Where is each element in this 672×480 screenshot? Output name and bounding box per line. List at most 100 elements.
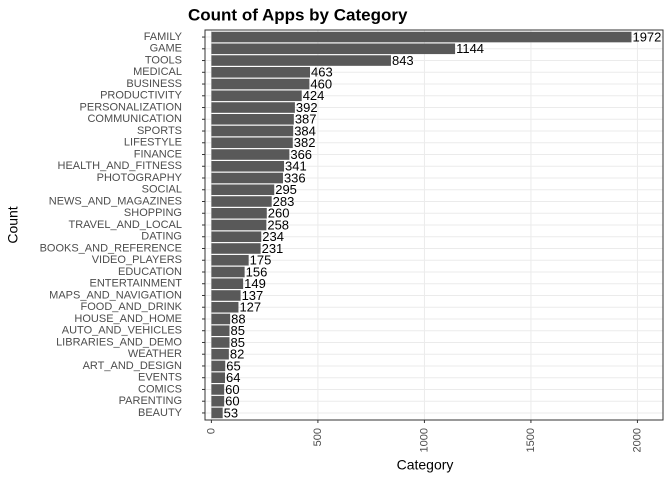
x-tick-label: 2000 <box>631 428 643 452</box>
value-label: 843 <box>392 53 414 68</box>
value-label: 156 <box>246 264 268 279</box>
bar <box>211 43 456 55</box>
y-tick-label: ART_AND_DESIGN <box>83 360 182 372</box>
value-label: 53 <box>224 405 238 420</box>
y-tick-label: TRAVEL_AND_LOCAL <box>68 219 182 231</box>
value-label: 382 <box>294 135 316 150</box>
bar <box>211 337 230 348</box>
y-tick-label: PERSONALIZATION <box>80 101 183 113</box>
bar <box>211 266 245 278</box>
value-label: 295 <box>275 182 297 197</box>
bar <box>211 55 391 66</box>
y-axis-title: Count <box>5 206 21 243</box>
x-tick-label: 0 <box>205 428 217 434</box>
y-tick-label: ENTERTAINMENT <box>90 278 183 290</box>
bar <box>211 160 285 172</box>
bar <box>211 254 249 266</box>
bar <box>211 325 230 337</box>
y-tick-label: PRODUCTIVITY <box>100 90 183 102</box>
bar <box>211 278 244 290</box>
y-tick-label: WEATHER <box>128 348 182 360</box>
x-tick-label: 1500 <box>525 428 537 452</box>
y-tick-label: FAMILY <box>144 31 183 43</box>
value-label: 85 <box>230 323 244 338</box>
y-tick-label: PARENTING <box>119 395 182 407</box>
bar <box>211 67 311 78</box>
y-tick-label: SPORTS <box>137 125 182 137</box>
y-tick-label: NEWS_AND_MAGAZINES <box>49 195 182 207</box>
bar <box>211 125 294 137</box>
y-tick-label: SOCIAL <box>142 184 182 196</box>
y-tick-label: SHOPPING <box>124 207 182 219</box>
bar <box>211 90 302 102</box>
value-label: 366 <box>290 147 312 162</box>
y-tick-label: TOOLS <box>145 54 182 66</box>
value-label: 60 <box>225 394 239 409</box>
value-label: 336 <box>284 170 306 185</box>
bar <box>211 172 283 184</box>
x-axis-title: Category <box>397 457 454 473</box>
value-label: 283 <box>273 194 295 209</box>
bar <box>211 137 293 149</box>
bar <box>211 407 223 419</box>
value-label: 460 <box>310 76 332 91</box>
bar <box>211 207 267 219</box>
bar <box>211 78 310 90</box>
bar <box>211 395 225 407</box>
value-label: 341 <box>285 159 307 174</box>
y-tick-label: FINANCE <box>134 148 182 160</box>
y-tick-label: COMMUNICATION <box>87 113 182 125</box>
bar <box>211 113 294 125</box>
value-label: 234 <box>262 229 284 244</box>
value-label: 82 <box>230 347 244 362</box>
value-label: 424 <box>303 88 325 103</box>
y-tick-label: MEDICAL <box>133 66 182 78</box>
y-tick-label: COMICS <box>138 383 182 395</box>
bar <box>211 372 226 383</box>
y-tick-label: LIBRARIES_AND_DEMO <box>56 336 182 348</box>
value-label: 1144 <box>456 41 484 56</box>
bar <box>211 102 295 113</box>
value-label: 260 <box>268 206 290 221</box>
value-label: 387 <box>295 112 317 127</box>
y-tick-label: EVENTS <box>138 372 182 384</box>
value-label: 463 <box>311 65 333 80</box>
value-label: 64 <box>226 370 240 385</box>
panel-border <box>204 29 664 421</box>
bar <box>211 243 261 254</box>
bar <box>211 31 632 43</box>
bar <box>211 384 225 395</box>
value-label: 384 <box>294 123 316 138</box>
bar <box>211 290 241 301</box>
bar <box>211 301 239 313</box>
bar <box>211 196 272 207</box>
value-label: 258 <box>267 217 289 232</box>
x-tick-label: 500 <box>312 428 324 446</box>
value-label: 137 <box>242 288 264 303</box>
value-label: 175 <box>250 253 272 268</box>
value-label: 392 <box>296 100 318 115</box>
y-tick-label: PHOTOGRAPHY <box>97 172 183 184</box>
value-label: 60 <box>225 382 239 397</box>
chart-title: Count of Apps by Category <box>188 5 408 24</box>
y-tick-label: BUSINESS <box>126 78 182 90</box>
y-tick-label: DATING <box>141 231 182 243</box>
bar <box>211 360 226 372</box>
value-label: 127 <box>239 300 261 315</box>
value-label: 149 <box>244 276 266 291</box>
y-tick-label: MAPS_AND_NAVIGATION <box>49 289 182 301</box>
bar <box>211 348 229 360</box>
bar <box>211 231 262 243</box>
y-tick-label: EDUCATION <box>118 266 182 278</box>
y-tick-label: LIFESTYLE <box>124 137 182 149</box>
value-label: 1972 <box>632 29 661 44</box>
y-tick-label: AUTO_AND_VEHICLES <box>62 325 182 337</box>
value-label: 231 <box>262 241 284 256</box>
value-label: 85 <box>230 335 244 350</box>
bar <box>211 184 275 196</box>
y-tick-label: HOUSE_AND_HOME <box>74 313 182 325</box>
y-tick-label: HEALTH_AND_FITNESS <box>58 160 183 172</box>
bar <box>211 149 290 160</box>
y-tick-label: BEAUTY <box>138 407 183 419</box>
